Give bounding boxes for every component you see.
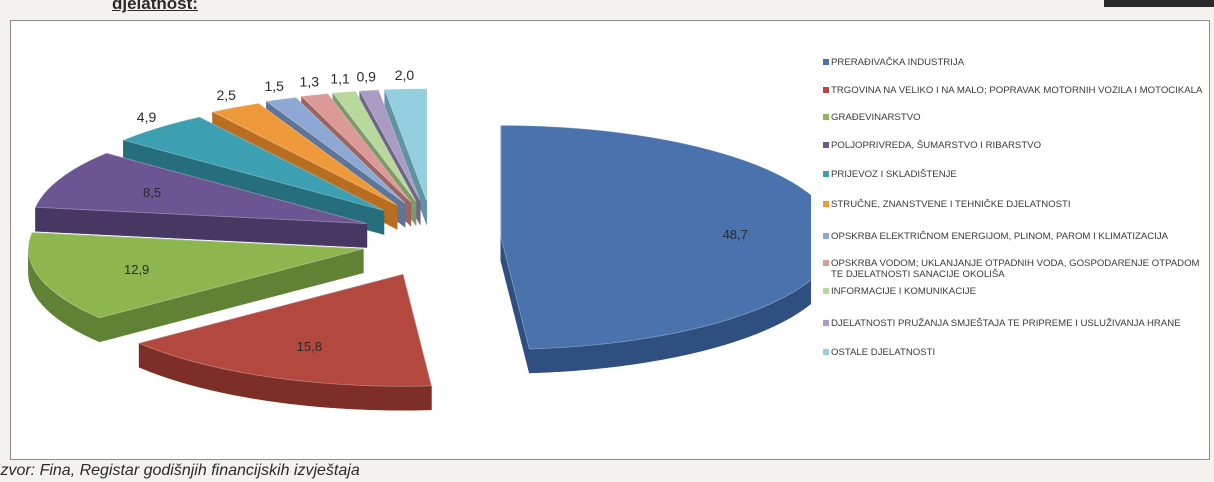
slice-outer-wall	[28, 248, 100, 343]
legend-swatch	[823, 201, 829, 207]
slice-poljoprivreda-sumarstvo-i-ribarstvo	[34, 152, 368, 248]
section-heading: djelatnost:	[112, 0, 198, 13]
slice-top-face	[211, 102, 398, 206]
legend-label: PRERAĐIVAČKA INDUSTRIJA	[831, 57, 965, 68]
legend-label: DJELATNOSTI PRUŽANJA SMJEŠTAJA TE PRIPRE…	[831, 318, 1181, 329]
legend-label: STRUČNE, ZNANSTVENE I TEHNIČKE DJELATNOS…	[831, 199, 1071, 210]
pie-slices	[27, 88, 811, 411]
slice-gradevinarstvo	[27, 232, 364, 343]
data-label-trgovina-na-veliko-i-na-malo-popravak-mo: 15,8	[297, 339, 322, 354]
legend-label: OPSKRBA VODOM; UKLANJANJE OTPADNIH VODA,…	[831, 258, 1200, 280]
legend-swatch	[823, 59, 829, 65]
slice-top-face	[265, 96, 406, 204]
legend-label: OSTALE DJELATNOSTI	[831, 347, 936, 358]
legend-swatch	[823, 87, 829, 93]
data-label-gradevinarstvo: 12,9	[124, 262, 149, 277]
legend-swatch	[823, 233, 829, 239]
data-label-opskrba-elektricnom-energijom-plinom-par: 1,5	[264, 78, 284, 94]
pie-chart: 48,7 15,8 12,9 8,5 4,9 2,5 1,5 1,3 1,1 0,9 2,0	[27, 67, 811, 411]
legend-item-informacije-i-komunikacije: INFORMACIJE I KOMUNIKACIJE	[823, 286, 1209, 297]
legend-label: POLJOPRIVREDA, ŠUMARSTVO I RIBARSTVO	[831, 140, 1042, 151]
legend-item-preradivacka-industrija: PRERAĐIVAČKA INDUSTRIJA	[823, 57, 1209, 68]
source-note: Izvor: Fina, Registar godišnjih financij…	[0, 462, 360, 479]
slice-top-face	[27, 232, 364, 319]
legend-item-trgovina-na-veliko-i-na-malo-popravak-mo: TRGOVINA NA VELIKO I NA MALO; POPRAVAK M…	[823, 85, 1209, 96]
legend-swatch	[823, 114, 829, 120]
legend-swatch	[823, 171, 829, 177]
legend-swatch	[823, 349, 829, 355]
data-label-djelatnosti-pruzanja-smjestaja-te-pripre: 0,9	[356, 68, 376, 84]
legend-label: PRIJEVOZ I SKLADIŠTENJE	[831, 169, 957, 180]
pie-data-labels: 48,7 15,8 12,9 8,5 4,9 2,5 1,5 1,3 1,1 0,9 2,0	[124, 67, 748, 354]
slice-top-face	[358, 89, 421, 202]
data-label-ostale-djelatnosti: 2,0	[395, 67, 415, 83]
legend-item-djelatnosti-pruzanja-smjestaja-te-pripre: DJELATNOSTI PRUŽANJA SMJEŠTAJA TE PRIPRE…	[823, 318, 1209, 329]
legend-label: GRAĐEVINARSTVO	[831, 112, 921, 123]
slice-top-face	[137, 273, 432, 387]
slice-preradivacka-industrija	[500, 124, 811, 374]
legend-swatch	[823, 142, 829, 148]
data-label-prijevoz-i-skladistenje: 4,9	[137, 109, 157, 125]
legend-item-ostale-djelatnosti: OSTALE DJELATNOSTI	[823, 347, 1209, 358]
slice-top-face	[500, 124, 811, 350]
data-label-preradivacka-industrija: 48,7	[723, 227, 748, 242]
top-right-bar	[1104, 0, 1214, 7]
data-label-opskrba-vodom-uklanjanje-otpadnih-voda-g: 1,3	[300, 73, 320, 89]
data-label-strucne-znanstvene-i-tehnicke-djelatnost: 2,5	[217, 87, 237, 103]
legend-item-opskrba-vodom-uklanjanje-otpadnih-voda-g: OPSKRBA VODOM; UKLANJANJE OTPADNIH VODA,…	[823, 258, 1209, 280]
legend-item-opskrba-elektricnom-energijom-plinom-par: OPSKRBA ELEKTRIČNOM ENERGIJOM, PLINOM, P…	[823, 231, 1209, 242]
legend-label: OPSKRBA ELEKTRIČNOM ENERGIJOM, PLINOM, P…	[831, 231, 1169, 242]
legend-label: INFORMACIJE I KOMUNIKACIJE	[831, 286, 976, 297]
slice-trgovina-na-veliko-i-na-malo-popravak-mo	[137, 273, 432, 411]
slice-top-face	[34, 152, 367, 224]
slice-top-face	[331, 90, 417, 202]
legend-label: TRGOVINA NA VELIKO I NA MALO; POPRAVAK M…	[831, 85, 1203, 96]
chart-legend: PRERAĐIVAČKA INDUSTRIJA TRGOVINA NA VELIK…	[823, 53, 1209, 443]
legend-item-poljoprivreda-sumarstvo-i-ribarstvo: POLJOPRIVREDA, ŠUMARSTVO I RIBARSTVO	[823, 140, 1209, 151]
legend-swatch	[823, 288, 829, 294]
legend-swatch	[823, 260, 829, 266]
chart-frame: 48,7 15,8 12,9 8,5 4,9 2,5 1,5 1,3 1,1 0,9 2,0 PRE…	[10, 20, 1210, 460]
slice-top-face	[384, 88, 428, 201]
legend-item-gradevinarstvo: GRAĐEVINARSTVO	[823, 112, 1209, 123]
legend-item-strucne-znanstvene-i-tehnicke-djelatnost: STRUČNE, ZNANSTVENE I TEHNIČKE DJELATNOS…	[823, 199, 1209, 210]
data-label-poljoprivreda-sumarstvo-i-ribarstvo: 8,5	[143, 185, 161, 200]
slice-top-face	[300, 93, 412, 203]
slice-top-face	[122, 116, 385, 211]
legend-swatch	[823, 320, 829, 326]
legend-item-prijevoz-i-skladistenje: PRIJEVOZ I SKLADIŠTENJE	[823, 169, 1209, 180]
data-label-informacije-i-komunikacije: 1,1	[330, 70, 350, 86]
